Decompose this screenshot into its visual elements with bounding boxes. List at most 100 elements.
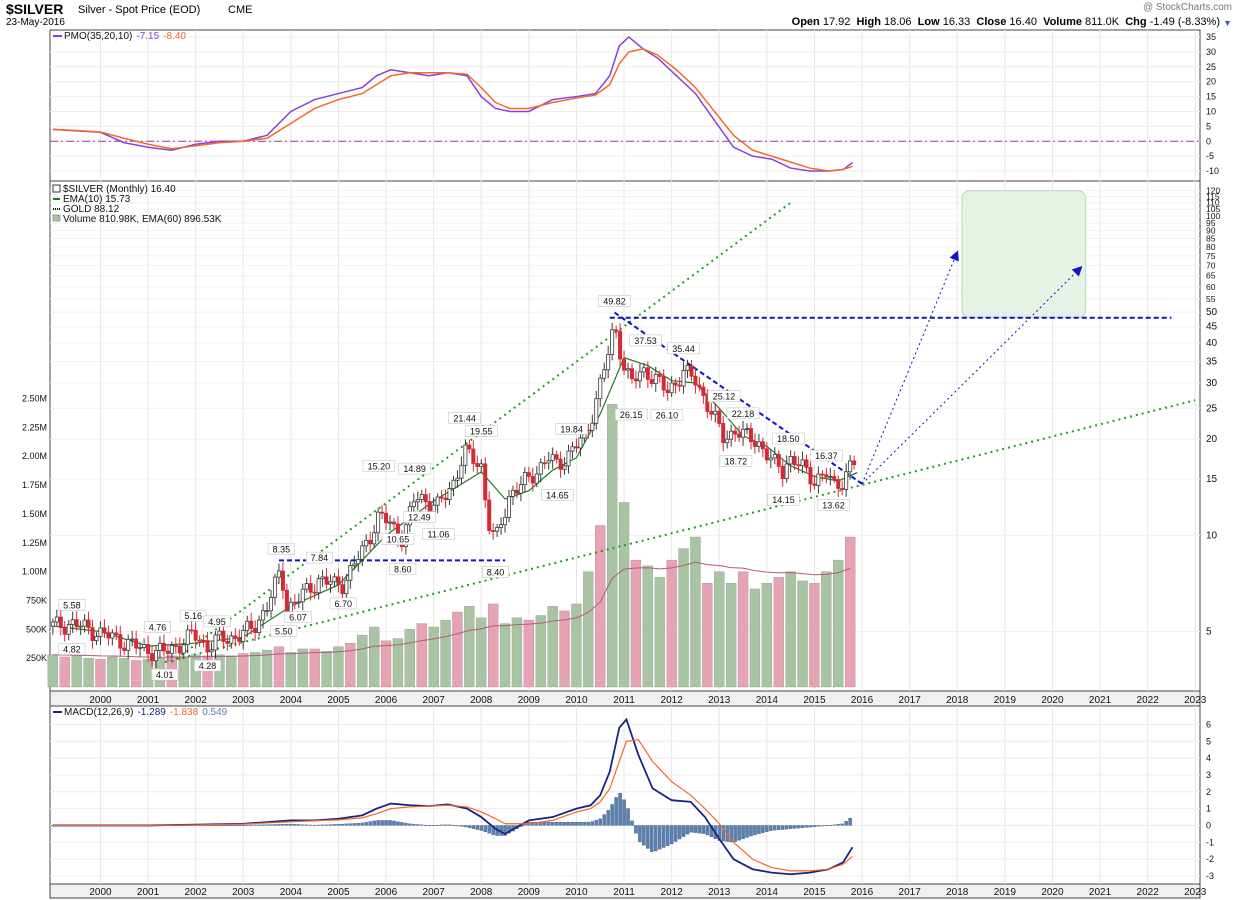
candle-body xyxy=(467,444,472,450)
candle-body xyxy=(86,619,91,629)
candle-body xyxy=(499,524,504,528)
price-label: 37.53 xyxy=(634,336,657,346)
volume-bar xyxy=(119,658,130,688)
volume-legend-swatch xyxy=(52,214,61,222)
macd-legend-part: -1.289 xyxy=(137,707,166,718)
price-label-box xyxy=(267,543,295,555)
candle-body xyxy=(364,539,369,547)
open-value: 17.92 xyxy=(822,16,851,28)
volume-bar xyxy=(357,634,368,688)
macd-histogram-bar xyxy=(788,825,793,829)
candle-body xyxy=(653,373,658,384)
x-tick-label: 2002 xyxy=(185,695,208,706)
macd-histogram-bar xyxy=(427,825,432,827)
price-label-box xyxy=(667,342,700,355)
candle-body xyxy=(633,378,638,382)
volume-bar xyxy=(654,577,665,688)
price-label-box xyxy=(541,489,574,501)
candle-body xyxy=(550,454,555,462)
chevron-down-icon[interactable]: ▼ xyxy=(1223,18,1232,28)
candle-body xyxy=(610,329,615,355)
price-label: 14.15 xyxy=(772,495,795,505)
x-axis-band-bottom xyxy=(49,883,1201,899)
macd-histogram-bar xyxy=(558,821,563,826)
macd-histogram-bar xyxy=(328,824,333,826)
x-tick-label: 2016 xyxy=(851,695,874,706)
price-label-box xyxy=(403,511,436,523)
macd-histogram-bar xyxy=(420,824,424,826)
macd-histogram-bar xyxy=(423,825,428,826)
macd-histogram-bar xyxy=(816,825,821,827)
candle-body xyxy=(62,627,67,635)
candle-body xyxy=(566,450,571,467)
candle-body xyxy=(578,437,583,449)
price-y-tick: 95 xyxy=(1206,218,1216,228)
x-tick-label: 2015 xyxy=(803,695,826,706)
price-label: 5.16 xyxy=(185,611,203,621)
macd-histogram-bar xyxy=(773,825,777,831)
candle-body xyxy=(233,635,238,639)
macd-histogram-bar xyxy=(685,825,690,835)
volume-bar xyxy=(95,659,106,688)
candle-body xyxy=(717,410,722,424)
candle-body xyxy=(542,462,547,465)
candle-body xyxy=(292,601,297,604)
x-tick-label-bottom: 2010 xyxy=(565,887,588,898)
candle-body xyxy=(463,444,468,466)
x-tick-label: 2011 xyxy=(613,695,635,706)
macd-histogram-bar xyxy=(221,824,226,826)
macd-histogram-bar xyxy=(471,825,476,829)
candle-body xyxy=(618,330,623,360)
volume-bar xyxy=(511,617,523,688)
macd-histogram-bar xyxy=(677,825,682,840)
volume-y-tick: 1.25M xyxy=(22,538,47,548)
x-tick-label-bottom: 2019 xyxy=(994,887,1017,898)
candle-body xyxy=(423,494,428,503)
pmo-y-tick: 5 xyxy=(1206,121,1211,131)
price-y-tick: 55 xyxy=(1206,294,1216,304)
pmo-line xyxy=(52,35,853,172)
macd-histogram-bar xyxy=(618,792,622,826)
macd-histogram-bar xyxy=(598,818,602,826)
macd-histogram-bar xyxy=(745,825,749,838)
price-label: 21.44 xyxy=(453,414,476,424)
x-tick-label-bottom: 2023 xyxy=(1184,887,1207,898)
macd-histogram-bar xyxy=(237,824,242,826)
price-label: 4.76 xyxy=(149,622,167,632)
macd-histogram-bar xyxy=(376,820,380,826)
low-label: Low xyxy=(917,16,940,28)
macd-histogram-bar xyxy=(546,821,551,826)
x-tick-label-bottom: 2003 xyxy=(232,887,255,898)
chart-date: 23-May-2016 xyxy=(6,17,65,28)
price-label: 14.89 xyxy=(403,464,426,474)
macd-histogram-bar xyxy=(503,825,507,836)
macd-histogram-bar xyxy=(594,819,599,826)
candle-body xyxy=(788,456,793,465)
candle-body xyxy=(641,367,646,373)
macd-histogram-bar xyxy=(261,824,265,826)
candle-body xyxy=(213,634,218,651)
macd-histogram-bar xyxy=(804,825,809,828)
candle-body xyxy=(518,484,523,494)
price-y-tick: 70 xyxy=(1206,260,1216,270)
x-tick-label-bottom: 2015 xyxy=(803,887,826,898)
macd-histogram-bar xyxy=(717,825,721,841)
macd-histogram-bar xyxy=(654,825,658,852)
price-y-tick: 65 xyxy=(1206,271,1216,281)
candle-body xyxy=(356,558,361,565)
macd-histogram-bar xyxy=(792,825,797,829)
volume-bar xyxy=(416,623,427,688)
macd-histogram-bar xyxy=(273,824,277,826)
macd-legend-part: -1.838 xyxy=(170,707,199,718)
candle-body xyxy=(852,460,857,466)
macd-histogram-bar xyxy=(550,821,555,826)
volume-bar xyxy=(749,588,761,688)
candle-body xyxy=(435,496,440,506)
candle-body xyxy=(237,637,242,642)
candle-body xyxy=(352,563,357,566)
candle-body xyxy=(784,463,789,479)
macd-histogram-bar xyxy=(455,825,460,827)
volume-y-tick: 500K xyxy=(26,624,47,634)
candle-body xyxy=(74,619,79,628)
macd-histogram-bar xyxy=(507,825,511,834)
